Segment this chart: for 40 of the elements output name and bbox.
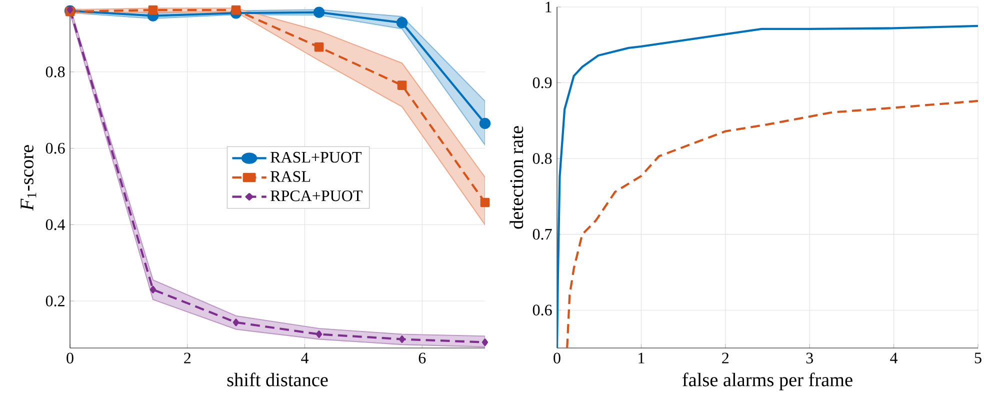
point: [232, 318, 240, 326]
y-tick-label: 0.6: [46, 142, 65, 154]
point: [316, 330, 322, 338]
point: [148, 5, 158, 15]
x-tick-label: 6: [418, 352, 426, 364]
y-tick-label: 0.8: [532, 153, 552, 164]
x-tick-label: 4: [301, 352, 309, 364]
y-tick-label: 0.7: [532, 228, 552, 240]
x-axis-title: false alarms per frame: [682, 372, 852, 390]
y-tick-label: 0.4: [46, 219, 66, 230]
x-tick-label: 0: [66, 352, 74, 364]
point: [397, 80, 407, 90]
point: [398, 335, 406, 343]
x-tick-label: 3: [806, 352, 813, 364]
x-tick-label: 1: [638, 352, 644, 364]
x-tick-label: 4: [890, 352, 898, 364]
y-axis-title: F$_{1}$-score: [20, 145, 36, 211]
x-tick-label: 2: [184, 352, 190, 364]
x-tick-label: 2: [722, 352, 729, 364]
line-series: [566, 100, 978, 348]
legend-label: RPCA+PUOT: [270, 190, 362, 202]
x-axis-title: shift distance: [227, 372, 328, 386]
y-tick-label: 0.6: [532, 304, 552, 316]
point: [231, 5, 241, 15]
y-axis-title: detection rate: [510, 126, 524, 229]
y-tick-label: 1: [546, 2, 552, 12]
y-tick-label: 0.9: [532, 77, 552, 88]
legend-label: RASL+PUOT: [270, 152, 362, 163]
point: [314, 42, 324, 52]
point: [479, 118, 491, 130]
point: [396, 17, 408, 28]
point: [313, 6, 325, 18]
y-tick-label: 0.2: [46, 296, 64, 306]
point: [482, 338, 488, 346]
point: [480, 198, 490, 208]
legend-label: RASL: [270, 171, 310, 182]
y-tick-label: 0.8: [46, 66, 65, 78]
point: [150, 286, 156, 294]
x-tick-label: 5: [974, 352, 982, 364]
x-tick-label: 0: [554, 352, 560, 364]
